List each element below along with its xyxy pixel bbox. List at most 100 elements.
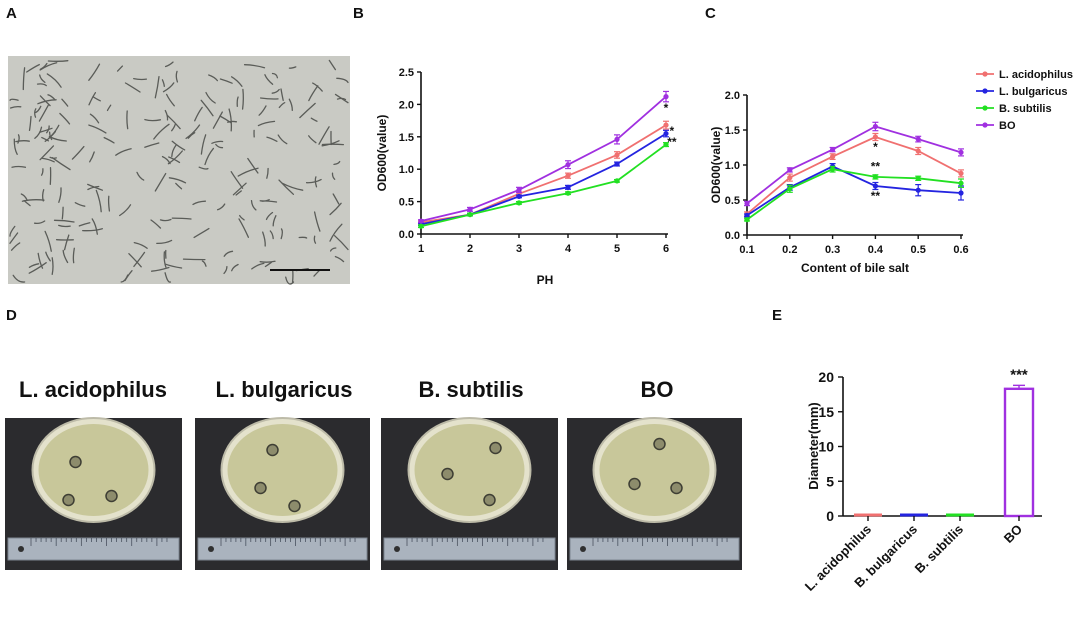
legend-marker-b-subtilis [982, 105, 988, 111]
bacterium [28, 115, 32, 132]
bacterium [328, 59, 337, 71]
bacterium [22, 67, 26, 91]
bacterium [163, 251, 167, 268]
bacterium [227, 120, 238, 123]
bacterium [231, 263, 239, 272]
bacterium [39, 62, 48, 70]
chart-c-series-b-subtilis-point [915, 175, 921, 181]
chart-c: 0.00.51.01.52.00.1 0.2 0.3 0.4 0.5 0.6 ***** … [709, 69, 1073, 275]
bacterium [334, 93, 349, 104]
bacterium [159, 218, 172, 222]
bacterium [211, 140, 224, 144]
chart-c-series-bo-line [746, 125, 962, 205]
bacterium [23, 199, 31, 207]
bacterium [126, 110, 129, 130]
bacterium [329, 247, 337, 252]
panel-label-e: E [772, 307, 782, 324]
bacterium [280, 228, 283, 240]
bacterium [241, 88, 244, 110]
bacterium [171, 217, 192, 220]
bacterium [40, 168, 44, 176]
chart-b-series-l-bulgaricus-point [565, 184, 571, 190]
bacterium [305, 178, 322, 184]
bacterium [223, 265, 228, 275]
bacterium [247, 157, 259, 174]
chart-c-y-tick-label: 2.0 [725, 90, 740, 102]
bacterium [63, 234, 70, 251]
bacterium [9, 105, 22, 109]
bacterium [171, 140, 186, 151]
chart-b-y-tick-label: 0.5 [399, 197, 414, 209]
chart-c-series-b-subtilis-point [787, 186, 793, 192]
chart-b-x-tick-label: 1 [418, 243, 424, 255]
agar-well [254, 481, 267, 495]
chart-b-x-title: PH [537, 273, 554, 287]
chart-b-series-bo-point [663, 94, 669, 100]
bacterium [171, 123, 176, 132]
bacterium [61, 98, 69, 107]
chart-b-significance-marker: * [670, 124, 675, 138]
bacterium [165, 93, 175, 107]
chart-b-significance-marker: * [664, 101, 669, 115]
chart-c-series-bo-point [787, 167, 793, 173]
bacterium [223, 250, 234, 257]
bacterium [62, 249, 69, 264]
bacterium [44, 230, 52, 252]
bacterium [9, 232, 19, 244]
chart-e-y-tick-label: 20 [818, 369, 834, 385]
bacterium [46, 73, 62, 88]
bacterium [205, 91, 216, 104]
bacterium [136, 171, 145, 181]
bacterium [89, 113, 100, 124]
bacterium [144, 142, 160, 148]
bacterium [201, 260, 207, 267]
bacterium [37, 99, 57, 105]
bacterium [34, 126, 43, 139]
chart-c-x-tick-label: 0.1 [739, 244, 754, 256]
bacterium [82, 228, 103, 232]
chart-c-series-l-bulgaricus-point [915, 187, 921, 193]
chart-c-series-l-bulgaricus-point [744, 212, 750, 218]
bacterium [49, 156, 57, 159]
chart-e-x-tick-label: BO [1001, 522, 1025, 546]
ruler [569, 537, 740, 561]
bacterium [45, 251, 51, 262]
bacterium [58, 224, 71, 228]
bacterium [9, 225, 16, 237]
legend-label-b-subtilis: B. subtilis [999, 103, 1052, 115]
panel-label-b: B [353, 5, 364, 22]
agar-well [288, 499, 301, 513]
chart-c-significance-marker: * [873, 140, 878, 154]
bacterium [219, 115, 232, 124]
ruler-hole [580, 546, 586, 552]
bacterium [34, 108, 37, 118]
chart-c-x-tick-label: 0.6 [953, 244, 968, 256]
chart-c-y-tick-label: 1.0 [725, 160, 740, 172]
bacterium [299, 102, 316, 119]
bacterium [258, 105, 267, 116]
bacterium [41, 136, 50, 142]
bacterium [71, 145, 85, 160]
bacterium [235, 190, 242, 196]
bacterium [318, 126, 330, 145]
chart-c-series-b-subtilis-point [872, 174, 879, 180]
chart-e-x-tick-label: B. subtilis [912, 522, 967, 577]
bacterium [280, 88, 284, 102]
plate-title-l-acidophilus: L. acidophilus [19, 377, 167, 402]
bacterium [28, 262, 47, 274]
bacterium [36, 83, 47, 87]
chart-b-series-b-subtilis-point [614, 178, 620, 184]
chart-c-series-b-subtilis-point [958, 180, 964, 186]
petri-dish-agar [599, 424, 710, 516]
chart-b-series-l-bulgaricus-point [614, 161, 620, 167]
bacterium [239, 214, 245, 221]
bacterium [166, 114, 181, 130]
chart-c-series-l-acidophilus-point [915, 148, 921, 154]
bacterium [128, 253, 142, 268]
bacterium [164, 109, 169, 121]
bacterium [266, 136, 278, 142]
chart-b-series-b-subtilis-line [420, 143, 667, 228]
bacterium [230, 171, 244, 189]
bacterium [164, 272, 172, 283]
chart-c-series-l-acidophilus-point [958, 170, 964, 176]
